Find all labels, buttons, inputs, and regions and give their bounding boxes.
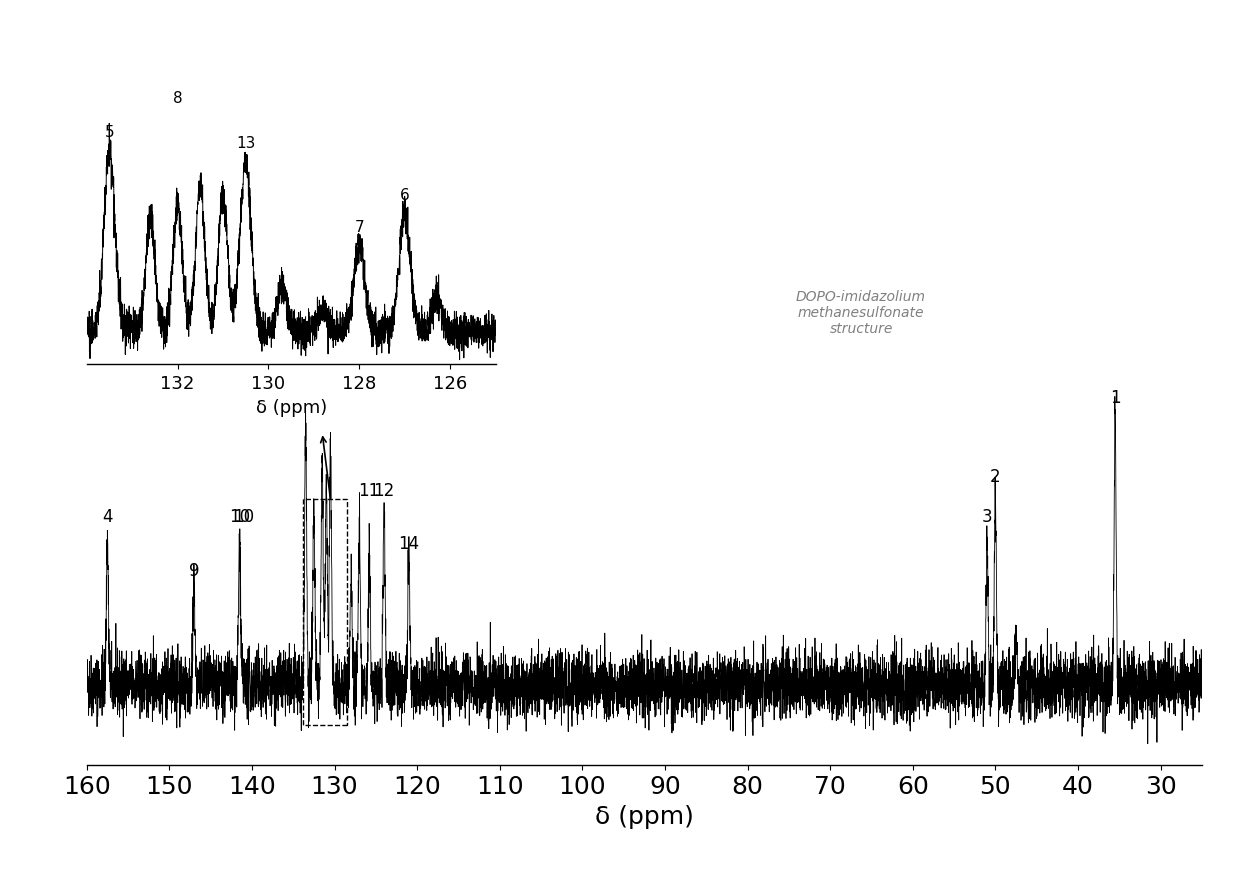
Text: 10: 10 — [229, 507, 250, 526]
X-axis label: δ (ppm): δ (ppm) — [255, 398, 327, 416]
Text: 11: 11 — [358, 481, 380, 499]
Text: 5: 5 — [104, 124, 114, 140]
Text: 10: 10 — [233, 507, 254, 526]
Text: DOPO-imidazolium
methanesulfonate
structure: DOPO-imidazolium methanesulfonate struct… — [797, 289, 926, 336]
Text: 1: 1 — [1110, 388, 1120, 406]
Text: 3: 3 — [981, 507, 992, 526]
Text: 7: 7 — [354, 219, 364, 235]
Text: 2: 2 — [990, 468, 1001, 486]
Text: 8: 8 — [172, 91, 182, 106]
Text: 4: 4 — [102, 507, 113, 526]
Text: 6: 6 — [400, 188, 410, 202]
Text: 12: 12 — [373, 481, 395, 499]
Text: 13: 13 — [237, 136, 255, 151]
Bar — [304, 499, 347, 725]
X-axis label: δ (ppm): δ (ppm) — [595, 804, 694, 828]
Text: 9: 9 — [188, 561, 199, 579]
Text: 14: 14 — [398, 534, 420, 553]
